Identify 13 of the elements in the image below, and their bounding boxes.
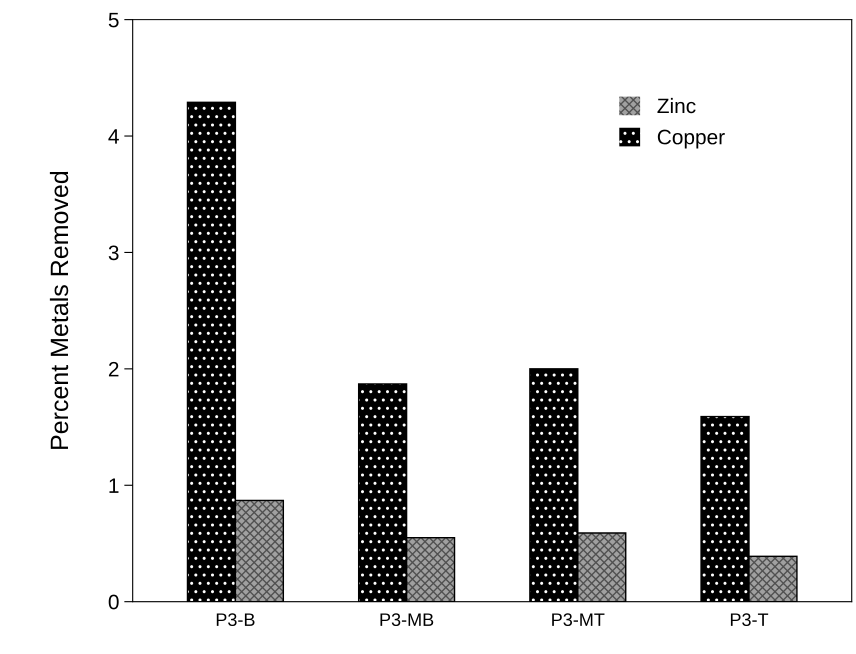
x-tick-label: P3-B <box>216 613 255 626</box>
y-axis-title: Percent Metals Removed <box>50 172 68 449</box>
y-tick-label: 3 <box>108 245 119 260</box>
x-tick-label: P3-MB <box>380 613 434 626</box>
x-tick-label: P3-MT <box>552 613 604 626</box>
y-tick-label: 0 <box>108 594 119 610</box>
y-tick-label: 4 <box>108 129 119 144</box>
legend-label: Copper <box>658 130 725 149</box>
y-tick-label: 1 <box>109 478 118 493</box>
x-tick-label: P3-T <box>730 613 768 626</box>
legend-label: Zinc <box>657 98 696 114</box>
y-tick-label: 2 <box>108 362 118 376</box>
y-tick-label: 5 <box>108 12 119 28</box>
